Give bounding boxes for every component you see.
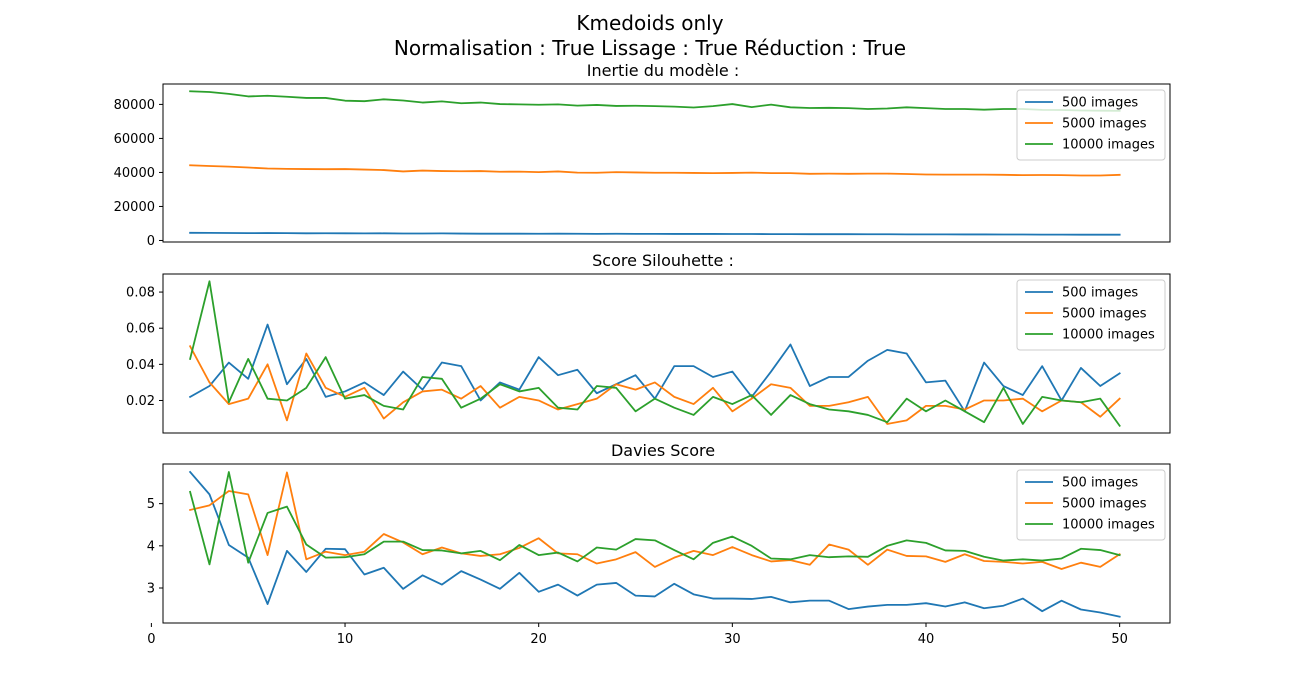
silhouette-legend-label-1: 500 images: [1062, 286, 1138, 301]
silhouette-legend-box: [1016, 279, 1166, 351]
inertia-series-line-1: [189, 231, 1121, 236]
inertia-ytick-label: 0: [147, 234, 155, 249]
silhouette-legend-label-2: 5000 images: [1062, 307, 1147, 322]
silhouette-legend: 500 images 5000 images 10000 images: [1016, 279, 1166, 351]
inertia-subplot: Inertie du modèle : 0 20000 40000 60000 8000…: [114, 61, 1171, 249]
davies-series-line-1: [188, 470, 1121, 618]
inertia-legend-label-2: 5000 images: [1062, 117, 1147, 132]
inertia-ytick-label: 80000: [114, 98, 155, 113]
silhouette-ytick-label: 0.06: [126, 322, 155, 337]
davies-legend-box: [1016, 469, 1166, 541]
davies-legend-label-1: 500 images: [1062, 476, 1138, 491]
inertia-axes-frame: [162, 83, 1171, 243]
inertia-series-line-2: [189, 164, 1121, 177]
davies-xtick-label: 10: [337, 632, 354, 647]
davies-xtick-label: 20: [530, 632, 547, 647]
silhouette-series-line-3: [189, 280, 1121, 428]
inertia-series-line-3: [189, 90, 1121, 112]
davies-series-line-2: [189, 471, 1121, 570]
davies-legend: 500 images 5000 images 10000 images: [1016, 469, 1166, 541]
silhouette-subplot: Score Silouhette : 0.02 0.04 0.06 0.08 500 i…: [126, 251, 1171, 434]
davies-xtick-label: 0: [147, 632, 155, 647]
figure-suptitle-line2: Normalisation : True Lissage : True Rédu…: [394, 36, 906, 60]
silhouette-ytick-label: 0.02: [126, 394, 155, 409]
davies-ytick-label: 4: [147, 539, 155, 554]
silhouette-ytick-label: 0.08: [126, 286, 155, 301]
inertia-ytick-label: 40000: [114, 166, 155, 181]
inertia-legend-label-1: 500 images: [1062, 96, 1138, 111]
davies-series-line-3: [189, 471, 1121, 566]
inertia-subplot-title: Inertie du modèle :: [587, 61, 739, 80]
inertia-legend-box: [1016, 89, 1166, 161]
davies-legend-label-3: 10000 images: [1062, 518, 1155, 533]
inertia-legend: 500 images 5000 images 10000 images: [1016, 89, 1166, 161]
davies-ytick-label: 3: [147, 581, 155, 596]
davies-series-group: [188, 470, 1121, 618]
davies-ytick-label: 5: [147, 497, 155, 512]
davies-axes-frame: [162, 463, 1171, 624]
davies-subplot-title: Davies Score: [611, 441, 715, 460]
silhouette-series-group: [188, 280, 1121, 428]
davies-legend-label-2: 5000 images: [1062, 497, 1147, 512]
silhouette-ytick-label: 0.04: [126, 358, 155, 373]
inertia-series-group: [189, 90, 1121, 236]
inertia-ytick-label: 60000: [114, 132, 155, 147]
inertia-legend-label-3: 10000 images: [1062, 138, 1155, 153]
davies-xtick-label: 50: [1111, 632, 1128, 647]
silhouette-subplot-title: Score Silouhette :: [592, 251, 734, 270]
figure-suptitle-line1: Kmedoids only: [576, 11, 723, 35]
silhouette-axes-frame: [162, 273, 1171, 434]
davies-xtick-label: 30: [724, 632, 741, 647]
silhouette-legend-label-3: 10000 images: [1062, 328, 1155, 343]
inertia-ytick-label: 20000: [114, 200, 155, 215]
silhouette-series-line-2: [188, 345, 1121, 425]
davies-xtick-label: 40: [918, 632, 935, 647]
